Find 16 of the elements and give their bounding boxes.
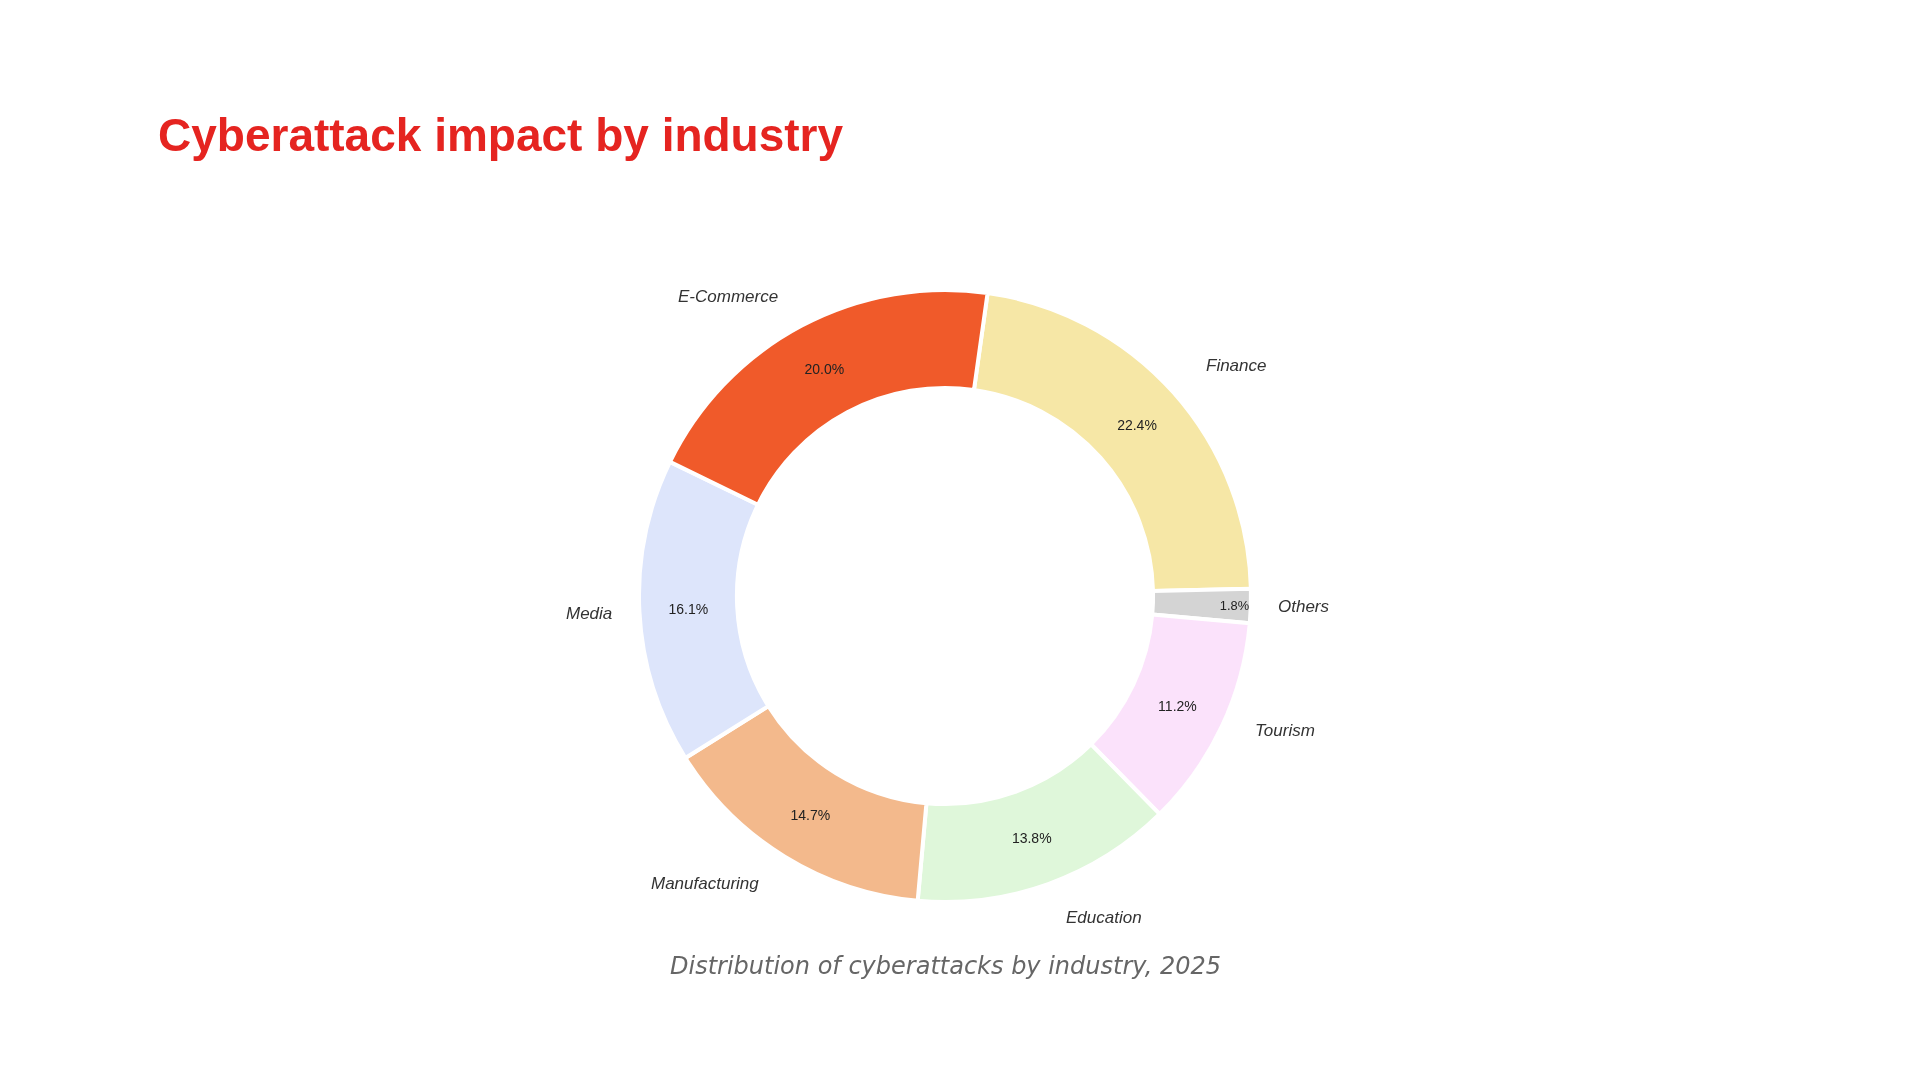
slice-label: E-Commerce [678,287,779,306]
data-label: 14.7% [790,806,831,823]
data-label: 11.2% [1158,697,1197,714]
slice-label: Media [566,604,613,623]
data-label: 13.8% [1011,829,1052,846]
data-label: 1.8% [1219,598,1250,614]
chart-title: Cyberattack impact by industry [158,109,844,162]
slice-label: Others [1278,597,1330,616]
slice-label: Education [1066,908,1142,927]
data-label: 16.1% [668,601,709,618]
data-label: 20.0% [804,361,845,378]
slice-label: Tourism [1255,721,1315,740]
slice-label: Manufacturing [651,874,760,893]
text: Distribution of cyberattacks by industry, 2025 [670,952,1221,980]
data-label: 22.4% [1117,417,1157,434]
slice-label: Finance [1206,356,1267,375]
